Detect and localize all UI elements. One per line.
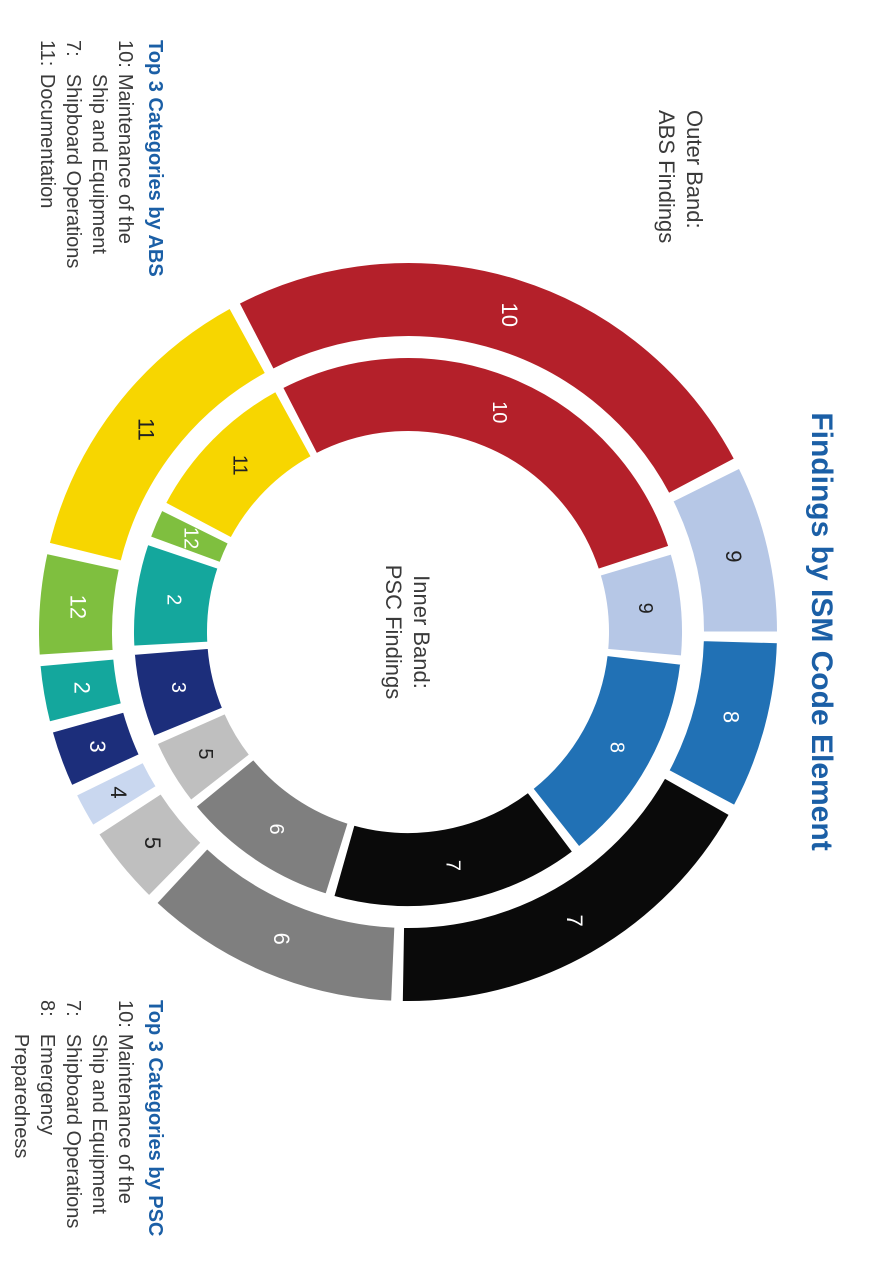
psc-item-num: 7: bbox=[60, 1000, 86, 1034]
top3-abs-list: 10: Maintenance of the Ship and Equipmen… bbox=[34, 40, 138, 274]
abs-item-text: Documentation bbox=[36, 74, 58, 209]
center-label-line1: Inner Band: bbox=[409, 575, 434, 689]
psc-item-text: Preparedness bbox=[10, 1034, 32, 1159]
center-label-line2: PSC Findings bbox=[381, 565, 406, 700]
psc-item-text: Shipboard Operations bbox=[62, 1034, 84, 1229]
psc-item-num: 8: bbox=[8, 1000, 60, 1034]
donut-slice bbox=[38, 553, 120, 656]
top3-psc-list: 10: Maintenance of the Ship and Equipmen… bbox=[8, 1000, 138, 1234]
psc-item-num: 10: bbox=[86, 1000, 138, 1034]
donut-slice bbox=[600, 553, 683, 656]
abs-item-num: 11: bbox=[34, 40, 60, 74]
abs-item-text: Maintenance of the bbox=[114, 74, 136, 244]
donut-slice bbox=[333, 792, 573, 907]
donut-slice bbox=[133, 544, 219, 647]
top3-psc-block: Top 3 Categories by PSC 10: Maintenance … bbox=[8, 1000, 168, 1236]
abs-item-text: Shipboard Operations bbox=[62, 74, 84, 269]
psc-item-text: Ship and Equipment bbox=[88, 1034, 110, 1214]
donut-slice bbox=[39, 659, 121, 723]
donut-slice bbox=[672, 468, 778, 633]
abs-item-num: 7: bbox=[60, 40, 86, 74]
rotated-stage: Findings by ISM Code Element Outer Band:… bbox=[0, 0, 878, 1263]
abs-item-num: 10: bbox=[86, 40, 138, 74]
top3-abs-heading: Top 3 Categories by ABS bbox=[142, 40, 168, 277]
abs-item-text: Ship and Equipment bbox=[88, 74, 110, 254]
psc-item-text: Maintenance of the bbox=[114, 1034, 136, 1204]
top3-psc-heading: Top 3 Categories by PSC bbox=[142, 1000, 168, 1236]
top3-abs-block: Top 3 Categories by ABS 10: Maintenance … bbox=[34, 40, 168, 277]
donut-slice bbox=[668, 640, 778, 806]
psc-item-text: Emergency bbox=[36, 1034, 58, 1135]
